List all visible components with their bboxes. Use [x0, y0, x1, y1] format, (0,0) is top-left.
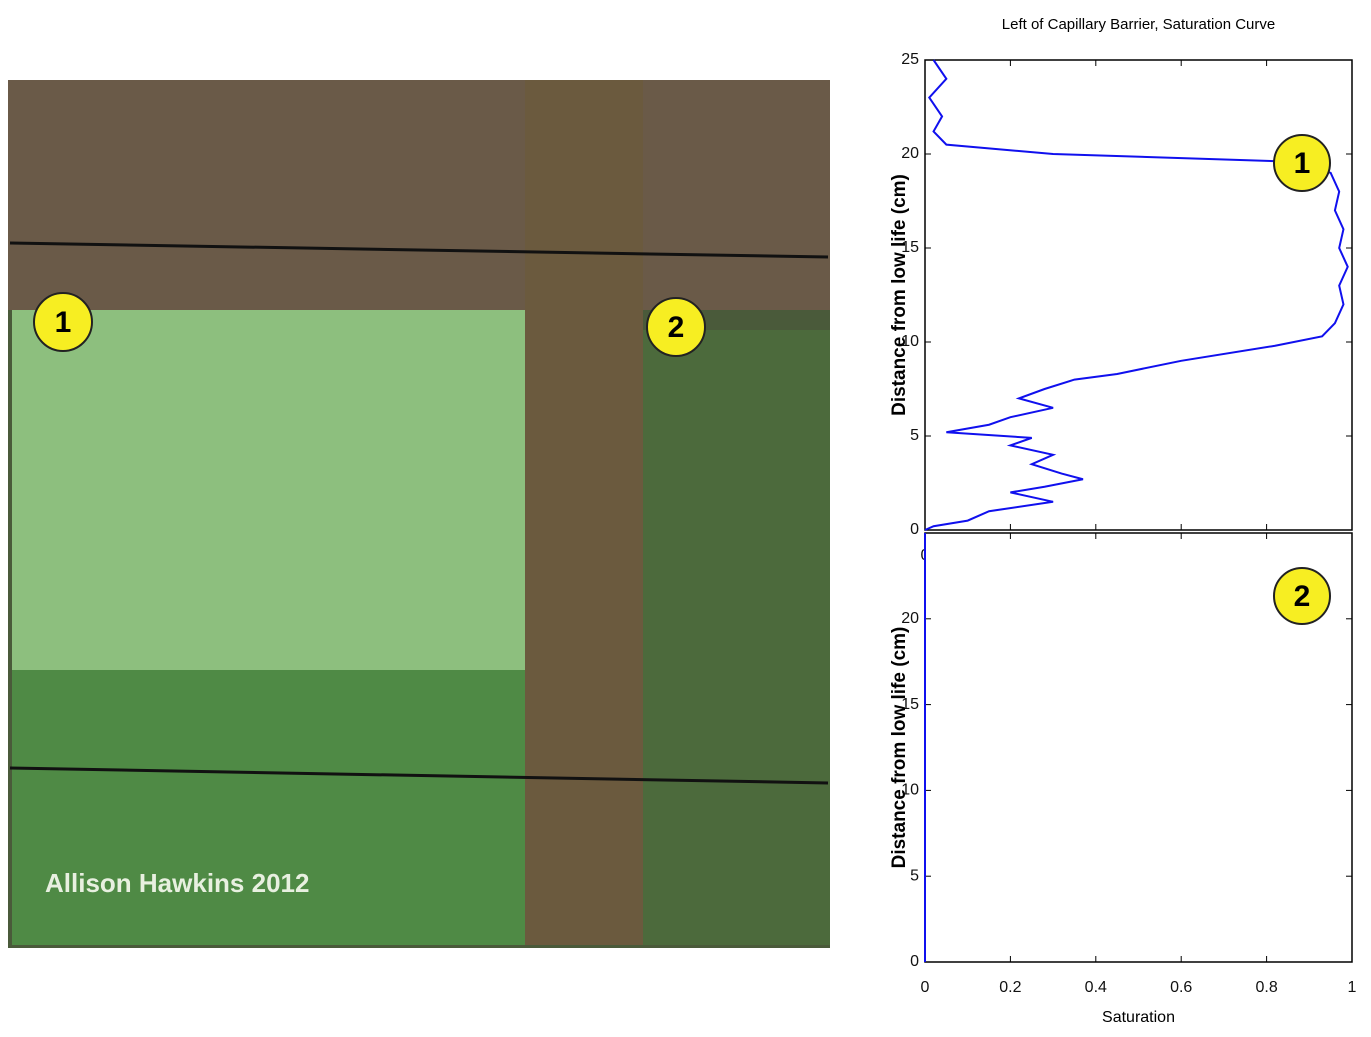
- marker-label: 2: [668, 311, 685, 344]
- photo-wet: [12, 310, 527, 670]
- annotation: 1: [1294, 147, 1311, 180]
- x-tick-label: 1: [1348, 979, 1357, 996]
- x-tick-label: 0.6: [1170, 979, 1192, 996]
- photo-line: [9, 766, 829, 785]
- photo-right: [643, 330, 830, 945]
- y-tick-label: 5: [910, 427, 919, 444]
- y-tick-label: 15: [901, 696, 919, 713]
- x-axis-label: Saturation: [1102, 1009, 1175, 1026]
- y-tick-label: 10: [901, 782, 919, 799]
- annotation-marker: [1273, 134, 1331, 192]
- y-tick-label: 20: [901, 145, 919, 162]
- x-tick-label: 0.4: [1085, 979, 1107, 996]
- y-tick-label: 0: [910, 521, 919, 538]
- photo: 1 2 Allison Hawkins 2012: [8, 80, 830, 948]
- y-tick-label: 0: [910, 953, 919, 970]
- caption: Allison Hawkins 2012: [45, 868, 309, 898]
- y-tick-label: 5: [910, 867, 919, 884]
- y-axis-label: Distance from low life (cm): [889, 174, 910, 416]
- photo-line: [9, 241, 829, 259]
- marker: [646, 297, 706, 357]
- marker: [33, 292, 93, 352]
- y-axis-label: Distance from low life (cm): [889, 627, 910, 869]
- chart-title: Left of Capillary Barrier, Saturation Cu…: [1002, 16, 1275, 33]
- annotation-marker: [1273, 567, 1331, 625]
- y-tick-label: 20: [901, 610, 919, 627]
- y-tick-label: 15: [901, 239, 919, 256]
- y-tick-label: 25: [901, 51, 919, 68]
- photo-top: [8, 80, 830, 310]
- x-tick-label: 0.2: [999, 979, 1021, 996]
- x-tick-label: 0: [921, 979, 930, 996]
- x-tick-label: 0.8: [1255, 979, 1277, 996]
- photo-barrier: [525, 80, 643, 945]
- marker-label: 1: [55, 306, 72, 339]
- data-line: [924, 59, 1349, 531]
- y-tick-label: 10: [901, 333, 919, 350]
- plot-area: [924, 59, 1353, 531]
- photo-wet-low: [12, 670, 527, 945]
- annotation: 2: [1294, 580, 1311, 613]
